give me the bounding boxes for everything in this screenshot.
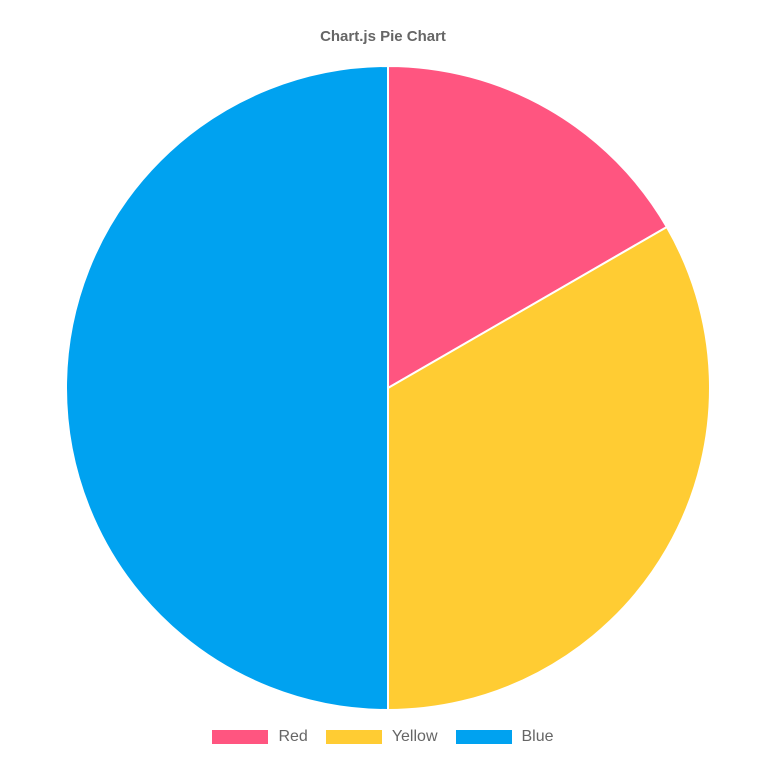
legend-item-blue[interactable]: Blue xyxy=(455,728,554,746)
legend-label: Red xyxy=(278,728,308,745)
chart-title: Chart.js Pie Chart xyxy=(320,28,446,45)
legend-label: Blue xyxy=(521,728,554,745)
legend: Red Yellow Blue xyxy=(0,728,766,746)
pie-slice-yellow[interactable] xyxy=(387,225,711,712)
pie-slice-red[interactable] xyxy=(387,64,669,390)
pie-slice-blue[interactable] xyxy=(65,64,389,712)
legend-item-red[interactable]: Red xyxy=(212,728,308,746)
legend-swatch xyxy=(455,730,512,744)
legend-swatch xyxy=(212,730,269,744)
legend-swatch xyxy=(325,730,382,744)
legend-item-yellow[interactable]: Yellow xyxy=(325,728,438,746)
pie-chart xyxy=(65,64,711,712)
legend-label: Yellow xyxy=(391,728,438,745)
